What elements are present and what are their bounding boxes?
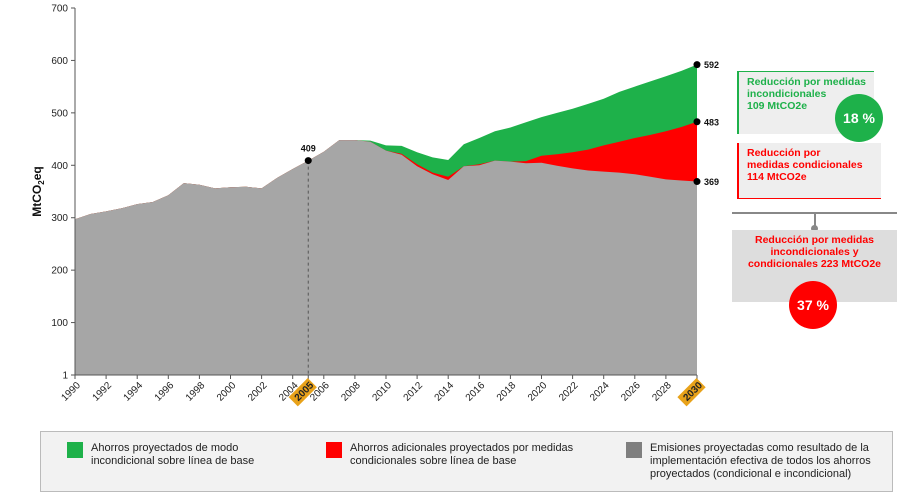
data-point-marker xyxy=(693,118,701,126)
x-tick-label: 2020 xyxy=(526,380,550,404)
y-tick-label: 700 xyxy=(51,4,68,15)
total-line-2: incondicionales y xyxy=(770,246,859,258)
cond-line-1: Reducción por xyxy=(747,147,821,159)
data-point-label: 483 xyxy=(704,117,719,127)
x-tick-label: 2018 xyxy=(495,380,519,404)
x-tick-label-group: 2018 xyxy=(495,380,519,404)
legend-swatch-red xyxy=(326,442,342,458)
data-point-label: 369 xyxy=(704,177,719,187)
data-point-marker xyxy=(304,157,312,165)
x-tick-label-group: 2030 xyxy=(677,378,706,407)
x-tick-label: 2028 xyxy=(650,380,674,404)
cond-line-3: 114 MtCO2e xyxy=(747,171,807,183)
y-tick-label: 300 xyxy=(51,213,68,224)
x-tick-label: 2022 xyxy=(557,380,581,404)
data-point-label: 409 xyxy=(301,144,316,154)
x-tick-label: 1990 xyxy=(59,380,83,404)
x-tick-label: 2000 xyxy=(215,380,239,404)
x-tick-label: 1996 xyxy=(153,380,177,404)
total-line-3: condicionales 223 MtCO2e xyxy=(747,258,882,270)
x-tick-label: 2026 xyxy=(619,380,643,404)
x-tick-label: 1998 xyxy=(184,380,208,404)
x-tick-label-group: 2022 xyxy=(557,380,581,404)
x-tick-label-group: 1996 xyxy=(153,380,177,404)
legend: Ahorros proyectados de modo incondiciona… xyxy=(40,431,893,492)
y-tick-label: 500 xyxy=(51,108,68,119)
y-tick-label: 1 xyxy=(62,371,68,382)
uncond-line-1: Reducción por medidas xyxy=(747,76,867,88)
x-tick-label-group: 2026 xyxy=(619,380,643,404)
x-tick-label: 2014 xyxy=(433,380,457,404)
y-tick-label: 600 xyxy=(51,56,68,67)
x-tick-label: 2016 xyxy=(464,380,488,404)
x-tick-label-group: 1992 xyxy=(91,380,115,404)
chart-areas xyxy=(75,64,697,375)
legend-item-projected: Emisiones proyectadas como resultado de … xyxy=(626,442,876,481)
data-point-label: 592 xyxy=(704,60,719,70)
x-tick-label-group: 1990 xyxy=(59,380,83,404)
x-tick-label: 2010 xyxy=(370,380,394,404)
x-tick-highlight xyxy=(677,378,706,407)
y-tick-label: 200 xyxy=(51,266,68,277)
x-tick-label: 2012 xyxy=(402,380,426,404)
x-tick-label-group: 2008 xyxy=(339,380,363,404)
x-tick-label-group: 2024 xyxy=(588,380,612,404)
legend-item-unconditional: Ahorros proyectados de modo incondiciona… xyxy=(67,442,287,468)
data-point-marker xyxy=(693,61,701,69)
x-tick-label-group: 2012 xyxy=(402,380,426,404)
y-tick-label: 100 xyxy=(51,318,68,329)
connector-vertical xyxy=(814,212,816,230)
legend-label-unconditional: Ahorros proyectados de modo incondiciona… xyxy=(91,442,255,467)
data-point-marker xyxy=(693,178,701,186)
emissions-chart: 1 100 200 300 400 500 600 700 MtCO2eq 1990 1992 199… xyxy=(30,4,719,407)
area-series-0 xyxy=(75,140,697,375)
uncond-line-3: 109 MtCO2e xyxy=(747,100,808,112)
legend-swatch-gray xyxy=(626,442,642,458)
y-tick-label: 400 xyxy=(51,161,68,172)
unconditional-percent-badge: 18 % xyxy=(835,94,883,142)
uncond-line-2: incondicionales xyxy=(747,88,827,100)
x-tick-label: 1994 xyxy=(122,380,146,404)
x-tick-label-group: 2014 xyxy=(433,380,457,404)
legend-label-conditional: Ahorros adicionales proyectados por medi… xyxy=(350,442,574,467)
legend-item-conditional: Ahorros adicionales proyectados por medi… xyxy=(326,442,581,468)
x-tick-label-group: 2010 xyxy=(370,380,394,404)
y-axis-label: MtCO2eq xyxy=(30,166,46,216)
chart-labels: 409 592 483 369 xyxy=(301,60,719,375)
conditional-reduction-box: Reducción por medidas condicionales 114 … xyxy=(737,143,881,199)
x-tick-highlight xyxy=(288,378,317,407)
x-tick-label: 2002 xyxy=(246,380,270,404)
x-tick-label: 2008 xyxy=(339,380,363,404)
chart-axes: 1 100 200 300 400 500 600 700 MtCO2eq 1990 1992 199… xyxy=(30,4,706,407)
connector-dot xyxy=(811,225,818,232)
total-percent-badge: 37 % xyxy=(789,281,837,329)
x-tick-label-group: 1998 xyxy=(184,380,208,404)
x-tick-label-group: 2000 xyxy=(215,380,239,404)
x-tick-label-group: 2028 xyxy=(650,380,674,404)
legend-label-projected: Emisiones proyectadas como resultado de … xyxy=(650,442,871,480)
x-tick-label-group: 2016 xyxy=(464,380,488,404)
x-tick-label-group: 1994 xyxy=(122,380,146,404)
x-tick-label: 1992 xyxy=(91,380,115,404)
x-tick-label-group: 2002 xyxy=(246,380,270,404)
total-line-1: Reducción por medidas xyxy=(754,234,875,246)
legend-swatch-green xyxy=(67,442,83,458)
x-tick-label: 2024 xyxy=(588,380,612,404)
cond-line-2: medidas condicionales xyxy=(747,159,863,171)
x-tick-label-group: 2020 xyxy=(526,380,550,404)
